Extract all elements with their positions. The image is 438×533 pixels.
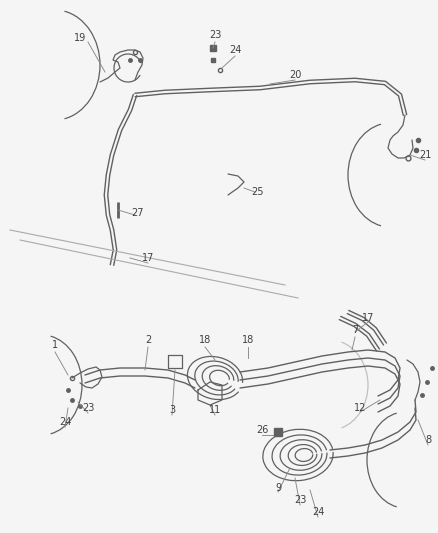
Text: 27: 27 [132,208,144,218]
Text: 12: 12 [354,403,366,413]
Text: 24: 24 [312,507,324,517]
Text: 17: 17 [362,313,374,323]
Text: 8: 8 [425,435,431,445]
Text: 24: 24 [229,45,241,55]
Text: 2: 2 [145,335,151,345]
Text: 18: 18 [242,335,254,345]
Text: 18: 18 [199,335,211,345]
Text: 20: 20 [289,70,301,80]
Text: 9: 9 [275,483,281,493]
Text: 25: 25 [252,187,264,197]
Text: 17: 17 [142,253,154,263]
Text: 26: 26 [256,425,268,435]
Text: 19: 19 [74,33,86,43]
Text: 24: 24 [59,417,71,427]
Text: 1: 1 [52,340,58,350]
Text: 21: 21 [419,150,431,160]
Text: 11: 11 [209,405,221,415]
Text: 3: 3 [169,405,175,415]
Text: 23: 23 [209,30,221,40]
Text: 23: 23 [294,495,306,505]
Text: 23: 23 [82,403,94,413]
Text: 7: 7 [352,325,358,335]
